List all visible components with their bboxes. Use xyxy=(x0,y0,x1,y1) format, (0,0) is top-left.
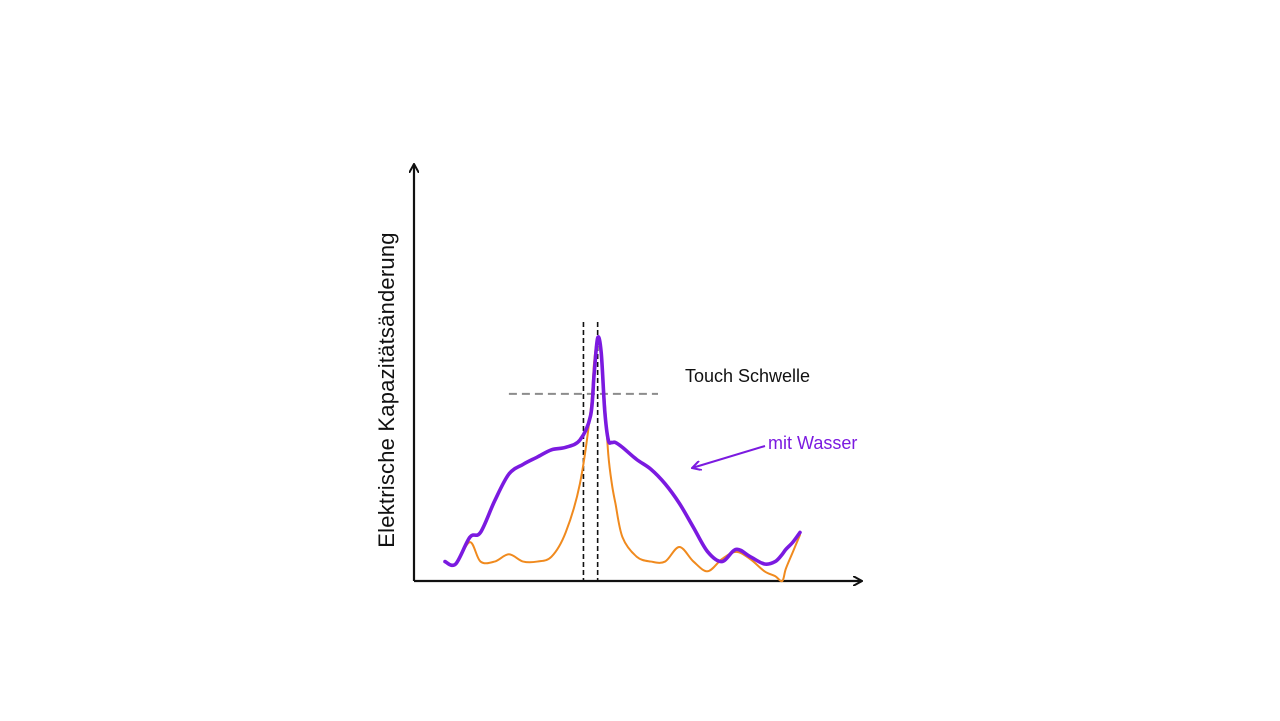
series-line-orange xyxy=(444,336,801,583)
peak-markers xyxy=(582,322,599,581)
touch-threshold-label: Touch Schwelle xyxy=(685,366,810,386)
y-axis-label: Elektrische Kapazitätsänderung xyxy=(374,232,399,547)
series-line-mit-wasser xyxy=(443,335,802,568)
mit-wasser-arrow xyxy=(692,445,766,468)
axes xyxy=(414,164,862,581)
mit-wasser-label: mit Wasser xyxy=(768,433,857,453)
series-lines xyxy=(443,335,802,583)
